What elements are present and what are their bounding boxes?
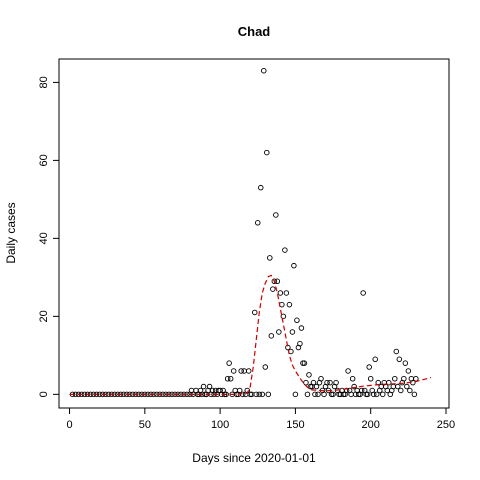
data-point: [380, 391, 386, 398]
data-point: [392, 376, 398, 382]
data-point: [310, 379, 317, 386]
data-point: [405, 368, 412, 374]
x-axis-label: Days since 2020-01-01: [192, 451, 316, 465]
data-point: [401, 376, 407, 382]
y-tick-label: 40: [38, 232, 50, 244]
trend-line-path: [69, 274, 432, 395]
data-point: [370, 391, 377, 398]
data-point: [282, 247, 288, 253]
data-point: [327, 379, 333, 386]
data-point: [358, 387, 365, 394]
data-point: [402, 360, 409, 366]
data-point: [245, 368, 252, 374]
x-tick-label: 250: [437, 419, 455, 431]
data-point: [274, 278, 281, 285]
data-point: [312, 391, 318, 398]
data-point: [286, 301, 293, 308]
data-point: [372, 356, 378, 363]
data-point: [367, 376, 374, 382]
data-point: [301, 360, 308, 366]
data-point: [280, 313, 287, 320]
chart-title: Chad: [238, 24, 271, 39]
data-points: [69, 67, 419, 398]
data-point: [398, 387, 404, 394]
data-point: [230, 368, 237, 374]
data-point: [395, 383, 401, 390]
data-point: [256, 391, 263, 398]
data-point: [200, 383, 207, 390]
data-point: [351, 383, 357, 390]
data-point: [330, 391, 336, 398]
data-point: [411, 391, 418, 398]
data-point: [393, 348, 400, 355]
data-point: [267, 255, 273, 261]
data-point: [404, 383, 410, 390]
trend-line: [69, 274, 432, 395]
data-point: [273, 212, 279, 218]
x-tick-label: 50: [139, 419, 151, 431]
data-point: [315, 391, 321, 398]
data-point: [363, 391, 369, 398]
x-axis: 0 50 100 150 200 250: [66, 407, 455, 431]
data-point: [321, 391, 327, 398]
data-point: [413, 376, 419, 382]
data-point: [304, 391, 311, 398]
data-point: [396, 356, 403, 363]
data-point: [294, 317, 300, 324]
data-point: [206, 383, 213, 390]
data-point: [226, 360, 232, 366]
data-point: [297, 340, 303, 347]
data-point: [324, 379, 330, 386]
data-point: [238, 368, 244, 374]
y-axis: 0 20 40 60 80: [38, 76, 60, 397]
x-tick-label: 100: [211, 419, 229, 431]
data-point: [366, 364, 372, 370]
data-point: [364, 391, 371, 398]
data-point: [283, 290, 290, 296]
data-point: [251, 309, 258, 316]
data-point: [292, 391, 299, 398]
data-point: [289, 329, 296, 335]
data-point: [345, 368, 351, 374]
data-point: [255, 220, 261, 226]
data-point: [298, 325, 305, 331]
data-point: [262, 364, 269, 370]
data-point: [253, 391, 260, 398]
data-point: [270, 286, 276, 292]
data-point: [264, 149, 270, 156]
data-point: [318, 376, 324, 382]
data-point: [227, 376, 234, 382]
data-point: [241, 368, 247, 374]
data-point: [265, 391, 272, 398]
data-point: [306, 372, 312, 378]
data-point: [340, 391, 347, 398]
data-point: [261, 67, 267, 74]
data-point: [259, 391, 266, 398]
y-axis-label: Daily cases: [4, 202, 18, 263]
data-point: [355, 391, 362, 398]
y-tick-label: 60: [38, 154, 50, 166]
data-point: [258, 184, 264, 191]
data-point: [268, 333, 275, 339]
data-point: [303, 379, 309, 386]
y-tick-label: 80: [38, 76, 50, 88]
data-point: [276, 329, 282, 335]
data-point: [224, 376, 231, 382]
data-point: [373, 391, 380, 398]
y-tick-label: 20: [38, 310, 50, 322]
data-point: [236, 387, 243, 394]
data-point: [360, 290, 366, 296]
data-point: [333, 379, 339, 386]
data-point: [277, 290, 284, 296]
x-tick-label: 200: [362, 419, 380, 431]
data-point: [349, 376, 356, 382]
x-tick-label: 150: [286, 419, 304, 431]
data-point: [386, 379, 392, 386]
data-point: [313, 383, 320, 390]
data-point: [291, 262, 297, 269]
y-tick-label: 0: [38, 391, 50, 397]
x-tick-label: 0: [66, 419, 72, 431]
data-point: [407, 387, 413, 394]
